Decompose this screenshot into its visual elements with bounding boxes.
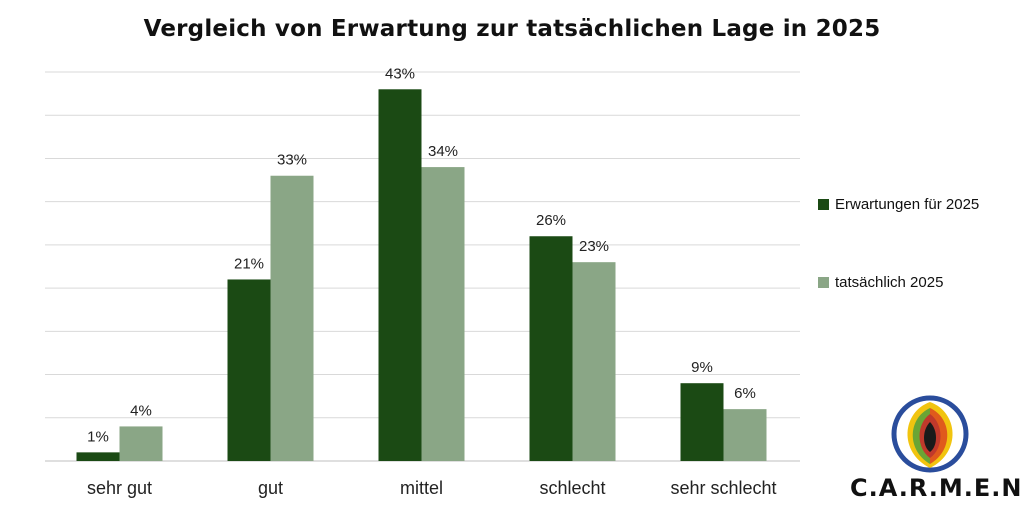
legend-item-expectation: Erwartungen für 2025 bbox=[818, 194, 979, 214]
legend-item-actual: tatsächlich 2025 bbox=[818, 272, 943, 292]
x-tick-label: mittel bbox=[400, 478, 443, 498]
data-label-actual-1: 33% bbox=[277, 152, 307, 169]
bar-expectation-0 bbox=[76, 452, 120, 461]
legend-label-actual: tatsächlich 2025 bbox=[835, 273, 944, 291]
data-label-expectation-1: 21% bbox=[234, 255, 264, 272]
logo-text: C.A.R.M.E.N. bbox=[850, 474, 1024, 502]
data-label-expectation-0: 1% bbox=[87, 428, 109, 445]
data-label-expectation-3: 26% bbox=[536, 212, 566, 229]
bar-expectation-3 bbox=[529, 236, 573, 461]
legend-label-expectation: Erwartungen für 2025 bbox=[835, 195, 980, 213]
x-axis-tick-labels: sehr gut gut mittel schlecht sehr schlecht bbox=[87, 478, 777, 498]
chart-title: Vergleich von Erwartung zur tatsächliche… bbox=[143, 16, 881, 42]
bar-expectation-2 bbox=[378, 89, 422, 462]
data-label-actual-4: 6% bbox=[734, 385, 756, 402]
x-tick-label: schlecht bbox=[539, 478, 605, 498]
x-tick-label: sehr schlecht bbox=[670, 478, 776, 498]
data-label-actual-3: 23% bbox=[579, 238, 609, 255]
bar-expectation-1 bbox=[227, 279, 271, 461]
legend-swatch-expectation bbox=[818, 198, 829, 210]
data-labels: 1% 4% 21% 33% 43% 34% 26% 23% 9% 6% bbox=[87, 65, 756, 445]
bar-chart: 1% 4% 21% 33% 43% 34% 26% 23% 9% 6% sehr gut gut mi… bbox=[45, 65, 800, 498]
bar-actual-4 bbox=[723, 409, 767, 461]
carmen-logo-icon bbox=[891, 395, 969, 473]
bar-actual-3 bbox=[572, 262, 616, 461]
legend: tatsächlich 2025 bbox=[818, 272, 943, 292]
x-tick-label: gut bbox=[258, 478, 283, 498]
data-label-expectation-4: 9% bbox=[691, 359, 713, 376]
legend-swatch-actual bbox=[818, 276, 829, 288]
bar-actual-2 bbox=[421, 167, 465, 462]
data-label-actual-0: 4% bbox=[130, 402, 152, 419]
data-label-actual-2: 34% bbox=[428, 143, 458, 160]
x-tick-label: sehr gut bbox=[87, 478, 152, 498]
bar-actual-0 bbox=[119, 426, 163, 461]
bars bbox=[76, 89, 767, 462]
bar-expectation-4 bbox=[680, 383, 724, 461]
data-label-expectation-2: 43% bbox=[385, 65, 415, 82]
legend: Erwartungen für 2025 bbox=[818, 194, 979, 214]
bar-actual-1 bbox=[270, 175, 314, 461]
